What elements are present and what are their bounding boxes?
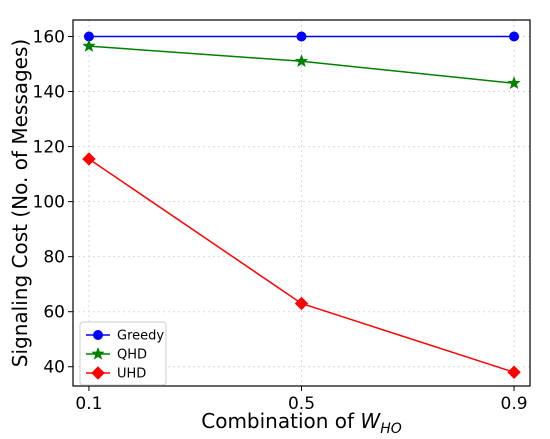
- data-point-qhd: [82, 38, 96, 52]
- y-tick-label: 40: [43, 358, 65, 378]
- x-axis-label: Combination of WHO: [201, 409, 402, 437]
- series-qhd: [82, 38, 521, 90]
- legend-label-uhd: UHD: [117, 367, 146, 382]
- data-point-greedy: [509, 31, 520, 42]
- legend-marker-greedy: [93, 330, 103, 340]
- x-axis-label-subscript: HO: [380, 421, 402, 437]
- x-axis-label-variable: W: [360, 409, 381, 433]
- y-axis-label: Signaling Cost (No. of Messages): [8, 39, 32, 367]
- data-point-uhd: [82, 152, 96, 166]
- y-tick-label: 100: [33, 193, 65, 213]
- legend: Greedy QHD UHD: [79, 321, 167, 386]
- legend-marker-uhd: [91, 366, 105, 380]
- legend-label-qhd: QHD: [117, 348, 147, 363]
- data-point-qhd: [294, 54, 309, 68]
- series-layer: [82, 31, 521, 379]
- legend-marker-qhd: [91, 346, 105, 360]
- x-tick-label: 0.1: [75, 394, 102, 414]
- legend-label-greedy: Greedy: [117, 329, 164, 344]
- y-tick-label: 80: [43, 248, 65, 268]
- y-tick-label: 120: [33, 138, 65, 158]
- x-axis-label-prefix: Combination of: [201, 409, 360, 433]
- series-greedy: [83, 31, 520, 42]
- data-point-qhd: [507, 76, 521, 90]
- axis-ticks: 40 60 80 100 120 140 160 0.1 0.5 0.9: [33, 28, 528, 414]
- data-point-uhd: [294, 296, 309, 311]
- y-tick-label: 160: [33, 28, 65, 48]
- x-tick-label: 0.9: [501, 394, 528, 414]
- y-tick-label: 140: [33, 83, 65, 103]
- data-point-greedy: [296, 31, 307, 42]
- y-tick-label: 60: [43, 303, 65, 323]
- data-point-uhd: [507, 365, 521, 379]
- x-tick-label: 0.5: [288, 394, 315, 414]
- series-uhd: [82, 152, 521, 379]
